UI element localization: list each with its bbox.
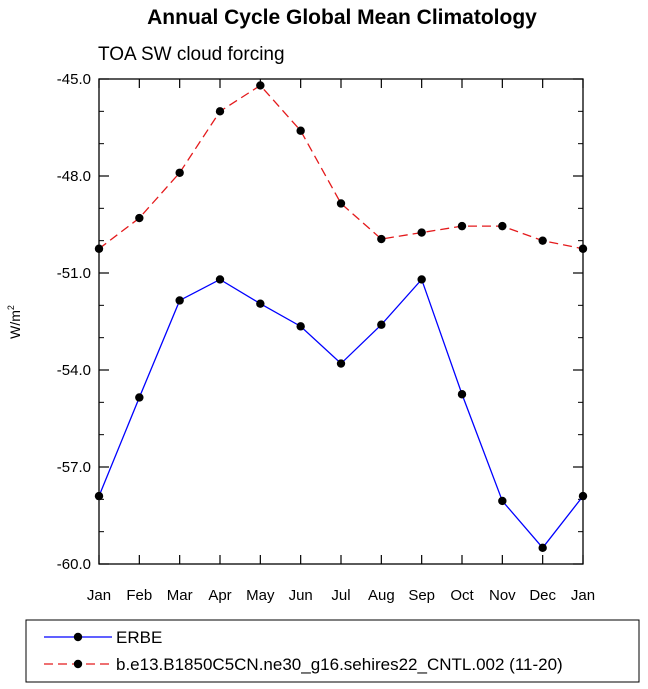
legend-label-0: ERBE [116,628,162,647]
x-tick-label: Jul [331,587,350,604]
series-1-point [135,213,144,223]
series-0-point [256,299,265,308]
x-tick-label: Jun [289,587,313,604]
series-line-1 [98,84,584,250]
legend-marker-1 [73,659,83,669]
series-1-point [175,168,184,177]
x-tick-label: Nov [489,587,516,604]
x-tick-label: Dec [529,587,556,604]
x-tick-label: Jan [571,587,595,604]
legend: ERBE b.e13.B1850C5CN.ne30_g16.sehires22_C… [44,628,563,674]
legend-marker-0 [73,632,83,642]
series-1-point [256,81,265,90]
x-tick-label: Oct [450,587,474,604]
series-0-point [578,491,588,501]
x-tick-label: May [246,587,275,604]
series-1-point [296,126,305,135]
x-tick-label: Apr [208,587,231,604]
series-0-point [94,491,104,501]
series-1-point [498,221,507,231]
y-axis-label: W/m2 [6,305,23,339]
series-1-point [457,221,467,231]
chart-title: Annual Cycle Global Mean Climatology [147,6,537,29]
series-1-point [538,236,547,245]
series-line-0 [98,278,584,549]
series-1-point [336,199,346,208]
y-tick-label: -51.0 [57,265,91,282]
series-0-point [135,393,144,402]
series-0-point [336,359,346,368]
chart-subtitle: TOA SW cloud forcing [98,44,285,65]
plot-series [94,81,588,553]
series-0-point [498,496,507,506]
y-tick-label: -60.0 [57,556,91,573]
series-1-point [377,234,386,244]
y-axis-label-superscript: 2 [6,305,16,310]
y-axis: -60.0 -57.0 -54.0 -51.0 -48.0 -45.0 [57,71,583,573]
series-1-point [94,244,104,253]
series-1-point [417,228,426,237]
x-tick-label: Sep [408,587,435,604]
x-tick-label: Feb [126,587,152,604]
series-0-point [296,322,305,331]
series-0-point [538,543,547,553]
x-tick-label: Aug [368,587,395,604]
x-tick-label: Jan [87,587,111,604]
y-axis-label-units: W/m [7,310,23,339]
series-0-point [377,320,386,329]
y-tick-label: -57.0 [57,459,91,476]
series-1-point [215,107,225,116]
series-0-point [215,275,225,284]
legend-box [25,619,640,683]
series-1-point [578,244,588,253]
y-tick-label: -45.0 [57,71,91,88]
series-0-point [417,275,426,284]
series-0-point [457,390,467,399]
x-tick-label: Mar [167,587,193,604]
legend-label-1: b.e13.B1850C5CN.ne30_g16.sehires22_CNTL.… [116,655,563,674]
series-0-point [175,296,184,305]
y-tick-label: -54.0 [57,362,91,379]
y-tick-label: -48.0 [57,168,91,185]
x-axis: Jan Feb Mar Apr May Jun Jul Aug Sep Oct Nov Dec Jan [87,79,595,604]
